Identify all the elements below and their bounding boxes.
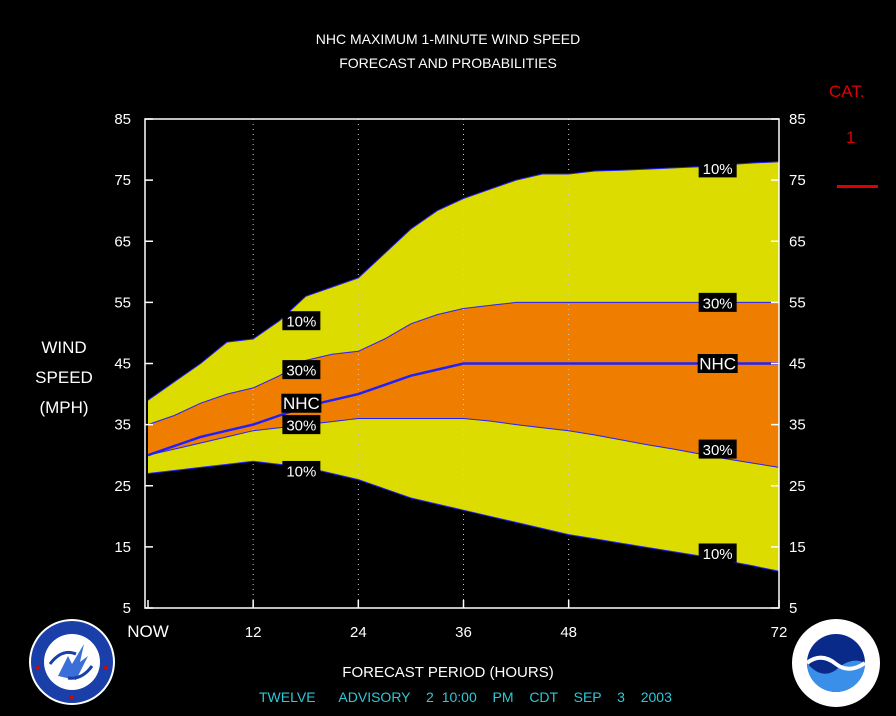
y-tick-label-right-55: 55 — [789, 294, 806, 311]
y-axis-label-line-1: WIND — [41, 338, 87, 357]
label-box-8 — [698, 439, 737, 459]
label-box-4 — [282, 460, 321, 480]
y-tick-label-right-5: 5 — [789, 600, 797, 617]
chart-title: NHC MAXIMUM 1-MINUTE WIND SPEED — [315, 31, 581, 47]
y-tick-label-left-55: 55 — [114, 294, 131, 311]
y-tick-label-right-85: 85 — [789, 111, 806, 128]
series-label-30-percent: 30% — [286, 418, 316, 435]
y-tick-label-left-15: 15 — [114, 539, 131, 556]
label-box-1 — [282, 360, 321, 380]
category-title: CAT. — [829, 82, 865, 101]
series-30-percent-upper-line — [147, 301, 779, 426]
series-label-30-percent: 30% — [703, 442, 733, 459]
y-tick-label-right-75: 75 — [789, 172, 806, 189]
series-10-percent-upper-line — [147, 161, 780, 401]
x-tick-label-now: NOW — [127, 622, 169, 641]
label-box-7 — [697, 354, 738, 373]
series-label-10-percent: 10% — [703, 546, 733, 563]
y-tick-label-left-35: 35 — [114, 417, 131, 434]
label-box-0 — [282, 311, 321, 331]
series-label-30-percent: 30% — [703, 295, 733, 312]
x-tick-label-12: 12 — [245, 624, 262, 641]
nws-logo-icon — [29, 619, 115, 705]
x-tick-label-72: 72 — [771, 624, 788, 641]
y-tick-label-right-15: 15 — [789, 539, 806, 556]
series-10-percent-lower-line — [147, 460, 780, 572]
y-tick-label-right-45: 45 — [789, 356, 806, 373]
y-tick-label-left-5: 5 — [123, 600, 131, 617]
x-tick-label-48: 48 — [560, 624, 577, 641]
label-box-2 — [281, 393, 322, 413]
chart-subtitle: FORECAST AND PROBABILITIES — [339, 55, 557, 71]
series-label-nhc: NHC — [283, 394, 320, 413]
category-line-marker — [837, 185, 878, 188]
label-box-9 — [698, 543, 737, 563]
series-label-30-percent: 30% — [286, 363, 316, 380]
label-box-3 — [282, 415, 321, 435]
series-label-10-percent: 10% — [286, 463, 316, 480]
y-tick-label-right-35: 35 — [789, 417, 806, 434]
y-tick-label-right-65: 65 — [789, 233, 806, 250]
series-label-10-percent: 10% — [286, 314, 316, 331]
y-tick-label-left-65: 65 — [114, 233, 131, 250]
y-tick-label-left-45: 45 — [114, 356, 131, 373]
x-tick-label-24: 24 — [350, 624, 367, 641]
advisory-footer: TWELVE ADVISORY 2 10:00 PM CDT SEP 3 200… — [259, 689, 672, 705]
y-tick-label-left-85: 85 — [114, 111, 131, 128]
y-tick-label-right-25: 25 — [789, 478, 806, 495]
category-value: 1 — [846, 128, 856, 147]
y-axis-label-line-3: (MPH) — [39, 398, 89, 417]
y-tick-label-left-25: 25 — [114, 478, 131, 495]
series-label-10-percent: 10% — [703, 161, 733, 178]
series-30-percent-lower-line — [147, 418, 780, 468]
label-box-6 — [698, 292, 737, 312]
x-tick-label-36: 36 — [455, 624, 472, 641]
series-label-nhc: NHC — [699, 355, 736, 374]
series-nhc-forecast-line — [147, 362, 779, 457]
noaa-logo-icon — [792, 619, 880, 707]
y-axis-label-line-2: SPEED — [35, 368, 93, 387]
x-axis-label: FORECAST PERIOD (HOURS) — [342, 664, 554, 681]
y-tick-label-left-75: 75 — [114, 172, 131, 189]
label-box-5 — [698, 158, 737, 178]
